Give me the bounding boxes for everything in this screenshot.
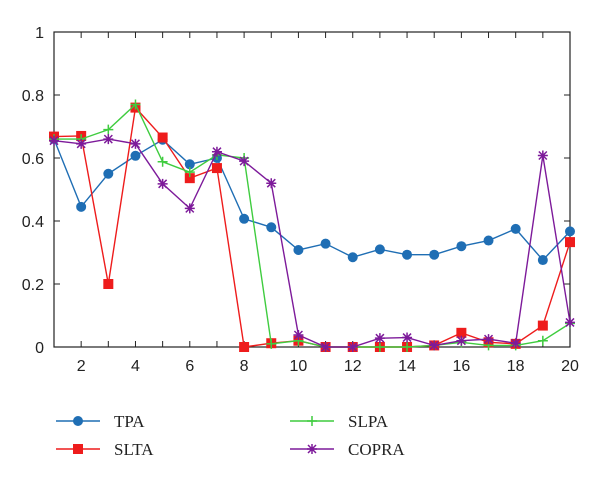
tpa-point [73, 416, 83, 426]
tpa-point [184, 159, 195, 170]
legend-label: TPA [114, 412, 145, 431]
tpa-point [510, 223, 521, 234]
plot-frame [53, 31, 571, 348]
x-tick-label: 12 [344, 358, 362, 375]
x-tick-label: 6 [185, 358, 194, 375]
tpa-point [483, 235, 494, 246]
copra-series [49, 134, 575, 352]
slta-point [456, 327, 467, 338]
x-tick-label: 4 [131, 358, 140, 375]
copra-point [374, 333, 385, 344]
tpa-point [347, 252, 358, 263]
legend-item-tpa: TPA [56, 412, 145, 431]
y-tick-label: 0.2 [22, 277, 44, 294]
legend-label: SLPA [348, 412, 389, 431]
tpa-point [76, 201, 87, 212]
slpa-point [184, 167, 195, 178]
x-tick-label: 20 [561, 358, 579, 375]
tpa-point [320, 238, 331, 249]
legend-item-slpa: SLPA [290, 412, 389, 431]
x-tick-label: 14 [398, 358, 416, 375]
tpa-point [402, 249, 413, 260]
copra-point [402, 332, 413, 343]
copra-point [429, 340, 440, 351]
copra-point [130, 138, 141, 149]
slpa-line [54, 103, 571, 348]
copra-point [49, 135, 59, 146]
slpa-point [266, 338, 277, 349]
y-tick-label: 0.8 [22, 88, 44, 105]
slta-point [239, 342, 250, 352]
legend-label: SLTA [114, 440, 154, 459]
slpa-point [157, 156, 168, 167]
copra-point [103, 134, 114, 145]
tpa-point [266, 222, 277, 233]
slta-point [184, 173, 195, 184]
x-tick-label: 8 [240, 358, 249, 375]
legend-label: COPRA [348, 440, 405, 459]
tpa-point [293, 244, 304, 255]
copra-point [293, 330, 304, 341]
tpa-point [565, 226, 575, 237]
copra-point [510, 338, 521, 349]
tpa-point [456, 241, 467, 252]
slta-point [565, 237, 575, 248]
legend-item-copra: COPRA [290, 440, 405, 459]
copra-point [239, 156, 250, 167]
copra-point [266, 178, 277, 189]
slpa-point [537, 335, 548, 346]
y-tick-label: 0 [35, 340, 44, 357]
y-tick-label: 0.6 [22, 151, 44, 168]
x-tick-label: 2 [77, 358, 86, 375]
copra-point [211, 146, 222, 157]
slpa-point [130, 99, 141, 110]
tpa-point [103, 168, 114, 179]
copra-point [483, 334, 494, 345]
copra-point [565, 317, 575, 328]
slta-point [211, 163, 222, 174]
slpa-point [402, 342, 413, 352]
tpa-point [537, 255, 548, 266]
tpa-point [429, 249, 440, 260]
copra-point [307, 444, 317, 454]
legend: TPA SLTA SLPA COPRA [56, 412, 405, 459]
legend-item-slta: SLTA [56, 440, 154, 459]
slpa-point [307, 416, 317, 426]
copra-point [456, 335, 467, 346]
copra-point [184, 203, 195, 214]
slta-point [73, 444, 83, 454]
slpa-point [374, 342, 385, 352]
x-tick-label: 16 [452, 358, 470, 375]
slta-point [537, 320, 548, 331]
y-axis-ticks: 0 0.2 0.4 0.6 0.8 1 [22, 25, 570, 357]
x-tick-label: 18 [507, 358, 525, 375]
copra-point [76, 138, 87, 149]
y-tick-label: 0.4 [22, 214, 44, 231]
slta-point [103, 279, 114, 289]
slta-series [49, 102, 575, 352]
x-tick-label: 10 [290, 358, 308, 375]
copra-point [320, 342, 331, 352]
copra-point [537, 150, 548, 161]
copra-point [347, 342, 358, 352]
tpa-point [239, 213, 250, 224]
x-axis-ticks: 2 4 6 8 10 12 14 16 18 20 [53, 32, 579, 375]
slta-point [157, 132, 168, 143]
y-tick-label: 1 [35, 25, 44, 42]
copra-point [157, 178, 168, 189]
tpa-point [374, 244, 385, 255]
slpa-point [103, 124, 114, 135]
tpa-point [130, 150, 141, 161]
slpa-series [49, 99, 575, 352]
